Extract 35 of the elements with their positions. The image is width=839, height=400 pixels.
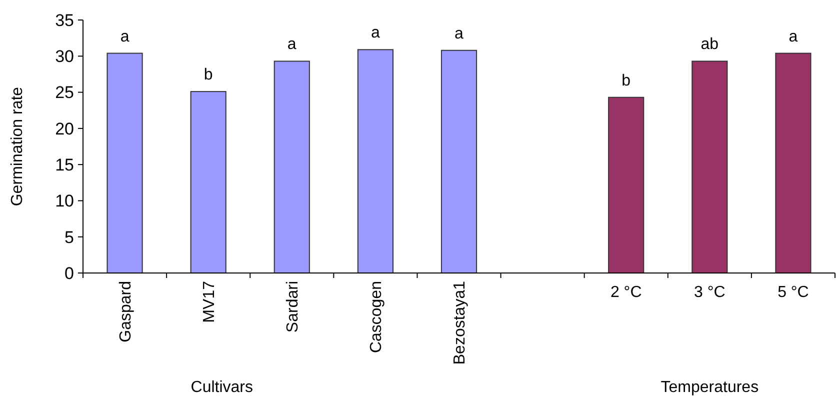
y-tick-label: 35	[55, 10, 74, 30]
x-tick-label: 5 °C	[778, 284, 809, 301]
annotation: a	[120, 28, 130, 46]
x-tick-label: 3 °C	[694, 284, 726, 301]
y-axis-title: Germination rate	[9, 86, 26, 206]
y-tick-label: 20	[55, 119, 74, 138]
bar	[106, 52, 143, 274]
y-tick-label: 25	[55, 83, 74, 102]
bar	[190, 91, 226, 274]
text: Temperatures	[660, 379, 759, 396]
bar	[692, 60, 728, 274]
annotation: a	[788, 28, 798, 46]
y-tick-label: 15	[55, 156, 74, 175]
annotation: a	[287, 36, 296, 54]
annotation: b	[622, 72, 631, 90]
bar	[775, 52, 812, 274]
annotation: a	[370, 24, 380, 42]
bar	[608, 96, 644, 274]
bar	[440, 50, 478, 274]
annotation: ab	[700, 36, 719, 54]
y-tick-label: 5	[64, 228, 74, 247]
x-tick-label: Bezostaya1	[452, 280, 469, 365]
x-tick-label: Sardari	[284, 281, 302, 333]
x-tick-label: Cascogen	[368, 281, 386, 354]
y-tick-label: 30	[55, 47, 74, 66]
annotation: b	[204, 66, 213, 84]
text: Cultivars	[190, 379, 254, 396]
y-tick-label: 0	[64, 264, 74, 283]
y-tick-label: 10	[55, 192, 74, 211]
x-tick-label: Gaspard	[117, 281, 134, 342]
x-tick-label: MV17	[200, 280, 218, 323]
bar	[357, 49, 394, 274]
bar	[274, 60, 310, 274]
x-tick-label: 2 °C	[610, 284, 642, 301]
annotation: a	[454, 25, 464, 42]
